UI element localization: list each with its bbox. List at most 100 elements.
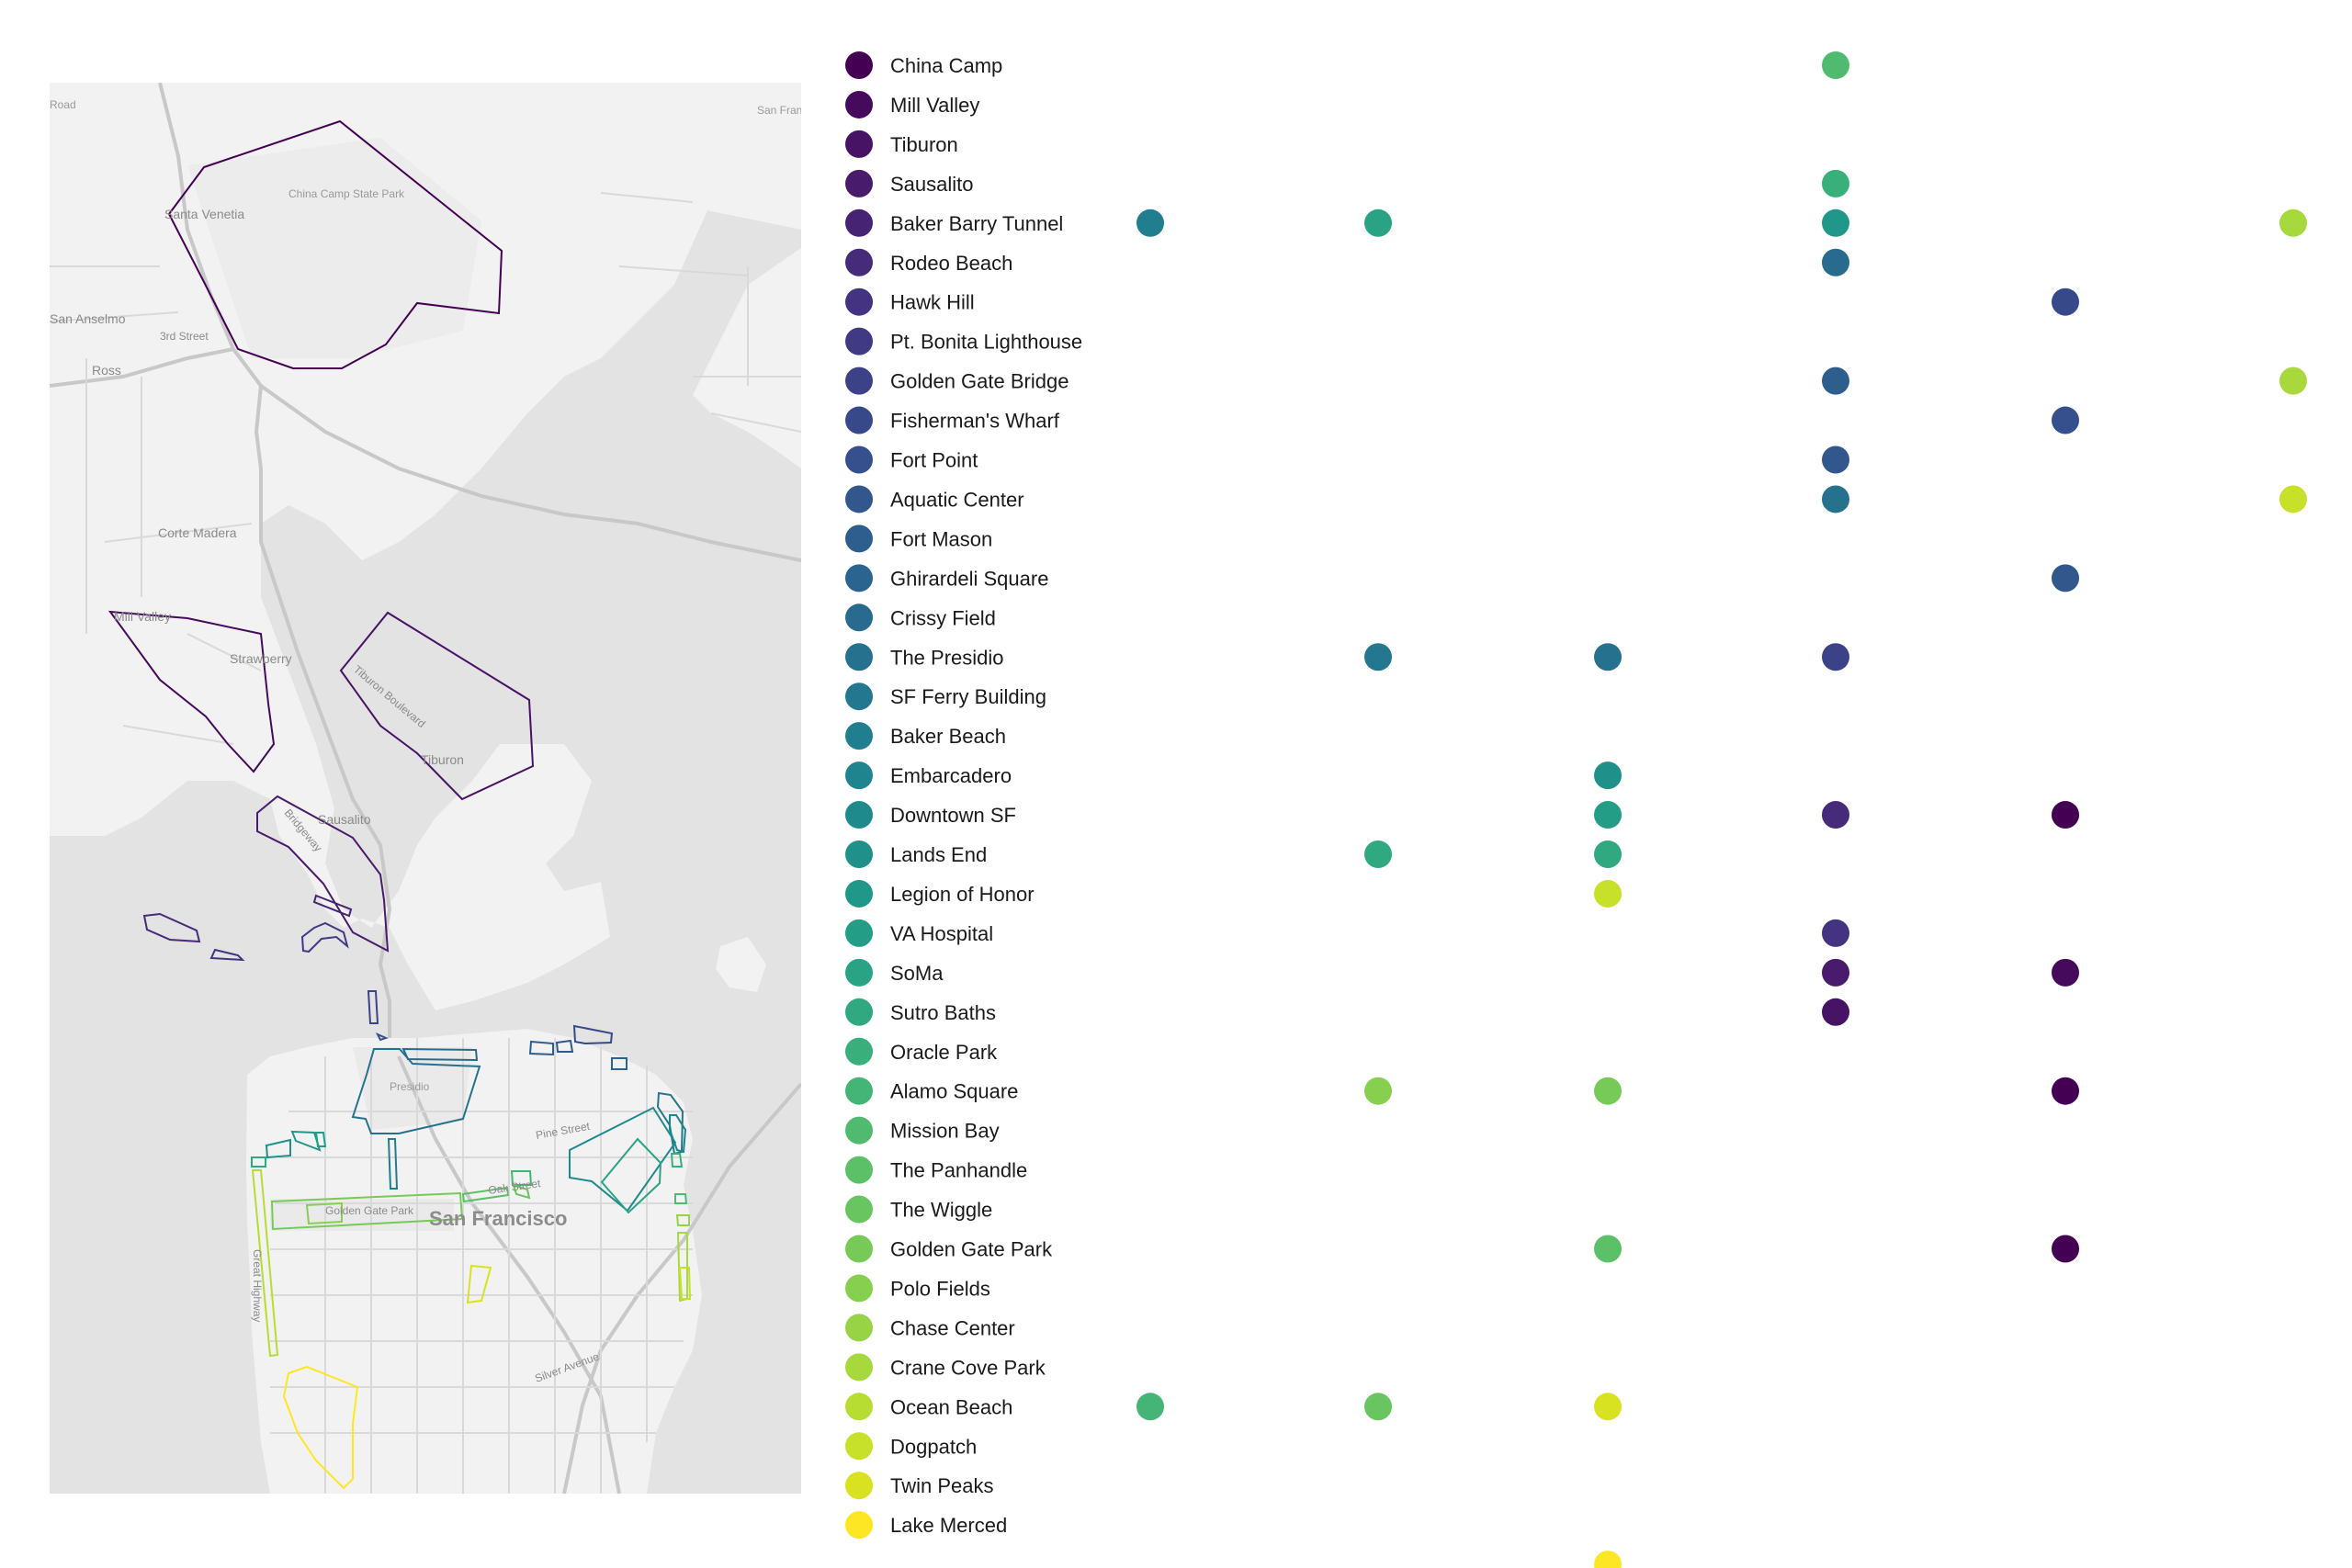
map-label-ross: Ross	[92, 363, 121, 378]
polygon-rodeo-beach	[142, 912, 201, 943]
legend-swatch	[845, 485, 873, 513]
map-label-santa-venetia: Santa Venetia	[164, 207, 244, 221]
polygon-polo-fields	[305, 1201, 343, 1225]
polygon-twin-peaks	[466, 1264, 492, 1304]
legend-item: VA Hospital	[845, 919, 993, 947]
matrix-dot	[1822, 169, 1849, 197]
legend-item: Mill Valley	[845, 90, 979, 118]
polygon-tiburon	[339, 611, 535, 801]
land-san-francisco	[246, 1029, 702, 1494]
legend-item: The Wiggle	[845, 1195, 992, 1224]
legend-swatch	[845, 1472, 873, 1500]
legend-label: Chase Center	[890, 1316, 1015, 1339]
legend-item: SF Ferry Building	[845, 682, 1046, 711]
map-panel[interactable]: Road San Francisco Santa Venetia China C…	[50, 83, 801, 1494]
polygon-china-camp	[167, 119, 503, 369]
matrix-dot	[2052, 801, 2079, 829]
matrix-dot	[1594, 1077, 1622, 1105]
legend-swatch	[845, 406, 873, 434]
legend-swatch	[845, 209, 873, 237]
legend-swatch	[845, 1353, 873, 1382]
legend-swatch	[845, 367, 873, 395]
legend-item: Crissy Field	[845, 604, 996, 632]
polygon-lands-end	[265, 1138, 291, 1159]
legend-label: Fisherman's Wharf	[890, 410, 1060, 433]
map-label-presidio: Presidio	[390, 1080, 430, 1093]
legend-swatch	[845, 840, 873, 868]
legend-item: Fort Mason	[845, 525, 992, 553]
legend-label: Crissy Field	[890, 606, 996, 629]
legend-item: The Presidio	[845, 643, 1004, 671]
legend-label: The Panhandle	[890, 1159, 1027, 1182]
map-label-3rd-street: 3rd Street	[160, 330, 209, 343]
legend-label: Golden Gate Bridge	[890, 370, 1069, 393]
matrix-dot	[2279, 367, 2307, 395]
legend-item: Hawk Hill	[845, 288, 975, 316]
legend-item: Pt. Bonita Lighthouse	[845, 327, 1082, 355]
legend-swatch	[845, 801, 873, 829]
map-label-road: Road	[50, 98, 76, 111]
legend-swatch	[845, 51, 873, 79]
legend-swatch	[845, 1432, 873, 1461]
matrix-dot	[2052, 1077, 2079, 1105]
legend-label: Aquatic Center	[890, 488, 1024, 511]
legend-swatch	[845, 1511, 873, 1540]
legend-item: Golden Gate Park	[845, 1235, 1053, 1263]
legend-label: Ocean Beach	[890, 1395, 1012, 1418]
legend-item: Ocean Beach	[845, 1393, 1012, 1421]
matrix-dot	[2052, 564, 2079, 592]
legend-item: Ghirardeli Square	[845, 564, 1048, 592]
map-label-golden-gate-park: Golden Gate Park	[325, 1204, 414, 1217]
polygon-sausalito	[256, 795, 390, 953]
legend-label: Sutro Baths	[890, 1001, 996, 1024]
legend-swatch	[845, 1077, 873, 1105]
legend-item: Baker Barry Tunnel	[845, 209, 1063, 237]
legend-swatch	[845, 169, 873, 197]
matrix-dot	[1594, 840, 1622, 868]
polygon-baker-barry	[312, 894, 353, 918]
minor-roads	[50, 192, 801, 1494]
polygon-presidio	[351, 1048, 481, 1134]
matrix-dot	[1822, 367, 1849, 395]
matrix-dot	[2052, 406, 2079, 434]
legend-label: Ghirardeli Square	[890, 567, 1048, 590]
matrix-dot	[1822, 248, 1849, 276]
polygon-wiggle	[512, 1183, 531, 1200]
matrix-dot	[1136, 1393, 1164, 1421]
matrix-dot	[1822, 446, 1849, 474]
legend-swatch	[845, 90, 873, 118]
map-label-san-anselmo: San Anselmo	[50, 311, 126, 326]
matrix-dot	[1822, 209, 1849, 237]
polygon-pt-bonita	[300, 921, 349, 953]
legend-label: Hawk Hill	[890, 291, 975, 314]
map-label-corte-madera: Corte Madera	[158, 525, 237, 540]
legend-item: Baker Beach	[845, 722, 1006, 750]
legend-item: Aquatic Center	[845, 485, 1024, 513]
map-label-san-francisco: San Francisco	[429, 1207, 567, 1230]
polygon-lake-merced	[282, 1365, 359, 1490]
map-label-tiburon: Tiburon	[421, 752, 464, 767]
legend-item: Rodeo Beach	[845, 248, 1012, 276]
legend-swatch	[845, 1235, 873, 1263]
legend-label: Downtown SF	[890, 804, 1016, 827]
legend-label: Legion of Honor	[890, 883, 1035, 906]
matrix-dot	[2052, 958, 2079, 987]
legend-item: Alamo Square	[845, 1077, 1018, 1105]
polygon-chase-center	[675, 1214, 690, 1226]
map-label-sausalito: Sausalito	[318, 812, 371, 827]
legend-swatch	[845, 958, 873, 987]
legend-swatch	[845, 1274, 873, 1303]
legend-item: Downtown SF	[845, 801, 1016, 829]
legend-item: SoMa	[845, 958, 944, 987]
polygon-sutro-baths	[251, 1156, 266, 1168]
polygon-embarcadero	[669, 1114, 687, 1154]
legend-swatch	[845, 722, 873, 750]
legend-item: Mission Bay	[845, 1116, 1000, 1145]
legend-swatch	[845, 998, 873, 1026]
legend-swatch	[845, 446, 873, 474]
polygon-mill-valley	[107, 610, 276, 773]
legend-swatch	[845, 1156, 873, 1184]
legend-swatch	[845, 643, 873, 671]
matrix-dot	[1364, 840, 1392, 868]
polygon-dogpatch	[678, 1267, 692, 1300]
